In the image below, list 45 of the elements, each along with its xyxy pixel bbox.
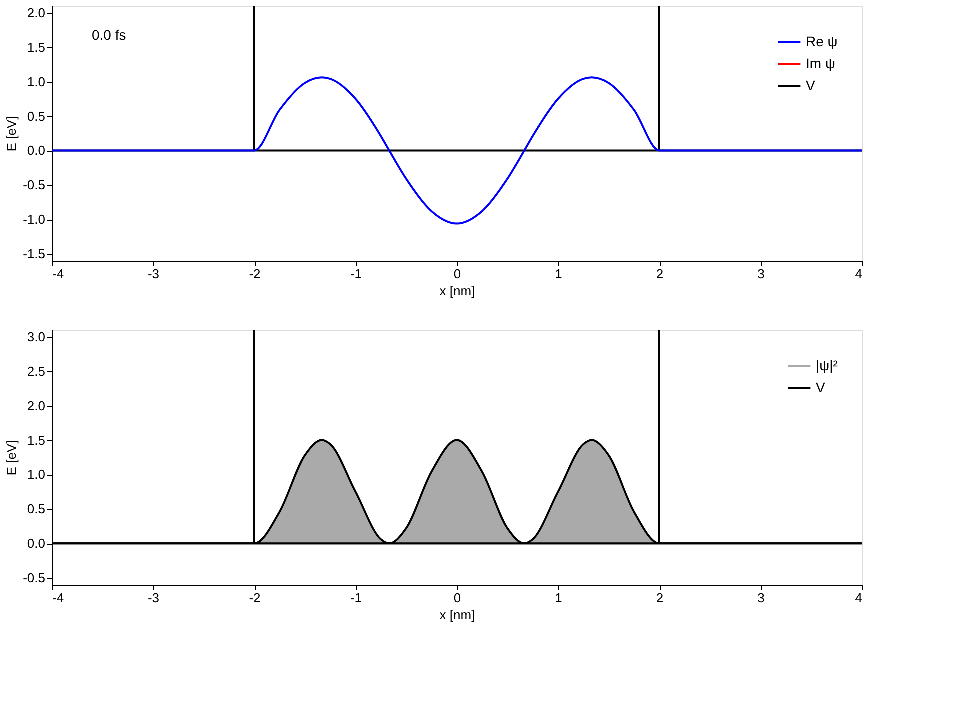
legend-label: Re ψ xyxy=(806,34,838,50)
x-tick-label: -1 xyxy=(350,266,362,282)
x-tick-label: -3 xyxy=(148,266,160,282)
x-tick-label: 1 xyxy=(555,590,562,606)
x-tick-label: -4 xyxy=(52,590,64,606)
y-tick-label: 3.0 xyxy=(27,329,46,344)
x-tick-label: 0 xyxy=(454,590,462,606)
y-tick-label: 0.5 xyxy=(27,108,46,124)
x-tick-label: 2 xyxy=(656,590,664,606)
x-tick-label: 4 xyxy=(855,590,862,606)
x-tick-label: -3 xyxy=(148,590,160,606)
x-tick-label: -1 xyxy=(350,590,362,606)
annotation: 0.0 fs xyxy=(92,27,126,43)
x-axis-title: x [nm] xyxy=(440,608,476,622)
y-tick-label: 0.0 xyxy=(27,143,46,158)
x-tick-label: 3 xyxy=(758,266,765,282)
y-tick-label: -1.5 xyxy=(23,246,46,262)
x-tick-label: 2 xyxy=(656,266,664,282)
y-tick-label: 1.5 xyxy=(27,40,46,55)
x-axis-title: x [nm] xyxy=(440,284,476,298)
x-tick-label: 0 xyxy=(454,266,462,282)
line-series xyxy=(52,76,862,225)
y-tick-label: 0.0 xyxy=(27,536,46,552)
y-tick-label: -0.5 xyxy=(23,570,46,586)
legend-label: V xyxy=(806,78,816,94)
y-tick-label: 1.5 xyxy=(27,432,46,448)
x-tick-label: -2 xyxy=(249,266,261,282)
legend-label: V xyxy=(816,380,826,396)
y-tick-label: 2.5 xyxy=(27,364,46,379)
y-tick-label: 2.0 xyxy=(27,398,46,414)
y-tick-label: -0.5 xyxy=(23,178,46,193)
legend-label: Im ψ xyxy=(806,56,836,72)
x-tick-label: 4 xyxy=(855,266,862,282)
y-tick-label: 0.5 xyxy=(27,502,46,517)
x-tick-label: 3 xyxy=(758,590,765,606)
legend-label: |ψ|² xyxy=(816,358,838,374)
y-tick-label: 1.0 xyxy=(27,74,46,90)
x-tick-label: 1 xyxy=(555,266,562,282)
x-tick-label: -2 xyxy=(249,590,261,606)
x-tick-label: -4 xyxy=(52,266,64,282)
y-tick-label: 2.0 xyxy=(27,5,46,20)
y-tick-label: -1.0 xyxy=(23,212,46,228)
y-tick-label: 1.0 xyxy=(27,467,46,482)
y-axis-title: E [eV] xyxy=(4,116,20,152)
y-axis-title: E [eV] xyxy=(4,440,20,476)
